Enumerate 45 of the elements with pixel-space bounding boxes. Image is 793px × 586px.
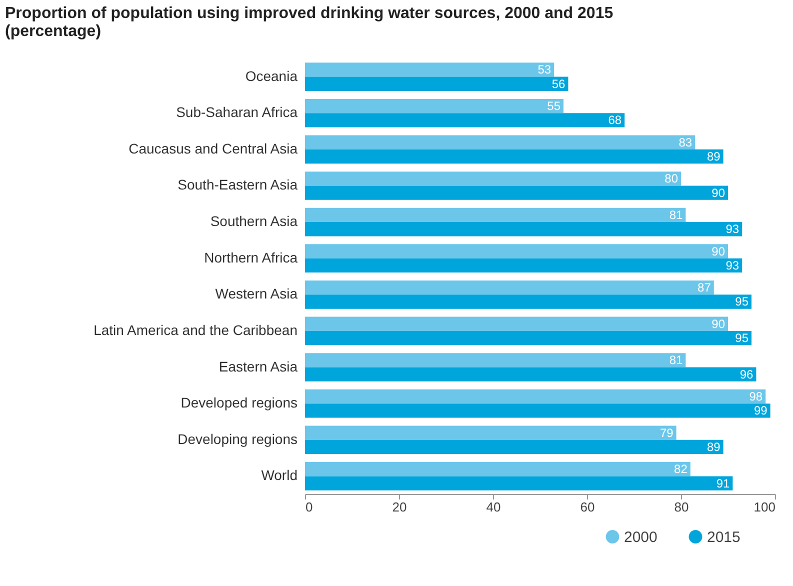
data-label: 93 [726, 222, 740, 236]
x-tick-label: 80 [674, 500, 689, 514]
y-tick-label: Developed regions [180, 394, 298, 411]
chart-title: Proportion of population using improved drinking water sources, 2000 and 2015 (percentage) [5, 5, 614, 40]
data-label: 89 [706, 440, 721, 454]
x-tick-label: 100 [754, 500, 776, 514]
y-tick-label: Latin America and the Caribbean [94, 322, 298, 338]
y-tick-label: Sub-Saharan Africa [176, 104, 298, 120]
x-tick-label: 0 [306, 500, 313, 514]
data-label: 81 [669, 353, 684, 368]
x-tick-label: 40 [486, 500, 501, 514]
data-label: 90 [712, 186, 726, 200]
y-tick-label: Developing regions [178, 430, 298, 447]
y-tick-label: World [261, 467, 298, 484]
data-label: 95 [735, 331, 749, 346]
data-label: 80 [664, 172, 678, 186]
y-tick-label: Western Asia [215, 286, 298, 302]
data-label: 53 [538, 62, 552, 77]
data-label: 90 [712, 316, 726, 331]
y-tick-label: Eastern Asia [218, 358, 298, 374]
data-label: 56 [552, 76, 566, 91]
x-tick-label: 20 [392, 500, 407, 514]
data-label: 81 [669, 208, 684, 222]
data-label: 87 [698, 280, 712, 295]
y-tick-label: Oceania [245, 68, 298, 84]
data-label: 83 [678, 135, 692, 150]
y-tick-label: Southern Asia [210, 213, 298, 230]
data-label: 93 [726, 258, 740, 272]
data-label: 91 [716, 476, 730, 490]
data-label: 89 [706, 149, 721, 164]
x-tick-label: 60 [580, 500, 595, 514]
data-label: 90 [712, 244, 726, 258]
data-label: 82 [674, 462, 688, 476]
data-label: 98 [749, 390, 763, 404]
y-tick-label: South-Eastern Asia [178, 176, 298, 193]
y-tick-label: Caucasus and Central Asia [128, 140, 298, 156]
data-label: 79 [660, 426, 674, 440]
data-label: 55 [547, 99, 561, 114]
legend-label: 2000 [624, 528, 658, 546]
y-tick-label: Northern Africa [204, 249, 298, 266]
data-label: 95 [735, 294, 749, 309]
legend-label: 2015 [707, 528, 740, 546]
data-label: 96 [740, 367, 754, 382]
data-label: 99 [754, 404, 768, 418]
data-label: 68 [608, 113, 622, 128]
